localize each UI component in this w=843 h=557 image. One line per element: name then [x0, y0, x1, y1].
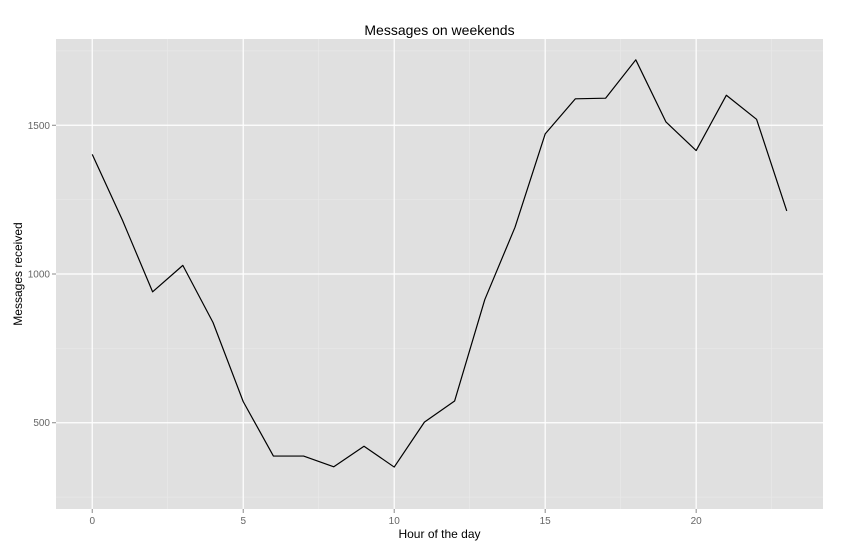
chart-title: Messages on weekends: [364, 22, 514, 38]
y-axis-ticks: 500 1000 1500: [28, 121, 56, 429]
x-tick-label: 10: [389, 516, 401, 527]
y-tick-label: 500: [33, 418, 50, 429]
x-axis-label: Hour of the day: [398, 527, 480, 541]
x-tick-label: 15: [540, 516, 552, 527]
x-axis-ticks: 0 5 10 15 20: [89, 509, 702, 527]
y-tick-label: 1000: [28, 270, 51, 281]
x-tick-label: 5: [240, 516, 246, 527]
x-tick-label: 0: [89, 516, 95, 527]
x-tick-label: 20: [691, 516, 703, 527]
y-tick-label: 1500: [28, 121, 51, 132]
y-axis-label: Messages received: [11, 222, 25, 325]
